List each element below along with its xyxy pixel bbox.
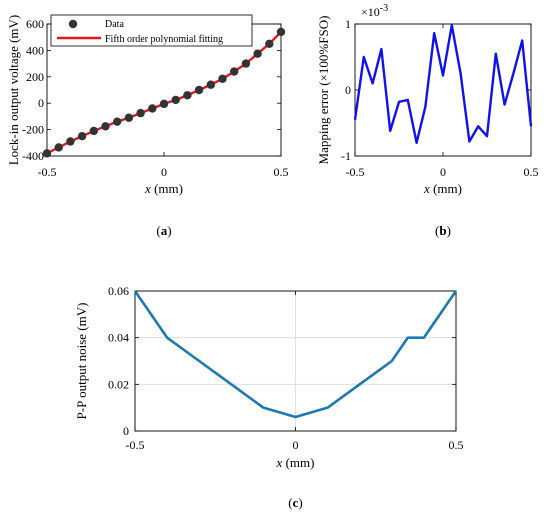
y-axis-label: Mapping error (×100%FSO) [316, 16, 331, 165]
y-tick-label: 0.04 [108, 331, 129, 345]
y-tick-label: -400 [22, 149, 44, 163]
chart-panel-c: -0.5 0 0.500.020.040.06x (mm)P-P output no… [74, 284, 464, 510]
caption-close: ) [167, 223, 171, 238]
y-tick-label: -1 [341, 149, 351, 163]
data-point [89, 126, 99, 136]
x-axis-unit: (mm) [282, 455, 314, 470]
data-point [124, 113, 134, 122]
x-tick-label: 0 [161, 165, 167, 179]
y-tick-label: 400 [26, 43, 44, 57]
data-point [276, 27, 286, 37]
x-axis-label: x (mm) [144, 181, 183, 196]
legend-label: Fifth order polynomial fitting [105, 34, 223, 45]
caption-open: ( [288, 495, 292, 510]
caption-close: ) [298, 495, 302, 510]
legend-label: Data [105, 19, 124, 30]
y-tick-label: 600 [26, 17, 44, 31]
panel-caption: (c) [288, 495, 302, 510]
data-point [230, 67, 239, 76]
data-point [253, 49, 262, 58]
y-tick-label: 0.02 [108, 377, 129, 391]
caption-letter: c [293, 495, 299, 510]
y-axis-label: P-P output noise (mV) [74, 303, 89, 420]
x-axis-label: x (mm) [276, 455, 315, 470]
x-tick-label: 0.5 [449, 438, 464, 452]
plot-area-frame [354, 23, 532, 157]
data-point [101, 122, 110, 131]
data-point [113, 117, 122, 126]
x-tick-label: -0.5 [38, 165, 57, 179]
data-point [148, 104, 157, 113]
y-tick-label: -200 [22, 123, 44, 137]
x-tick-label: -0.5 [346, 165, 365, 179]
caption-open: ( [435, 223, 439, 238]
y-tick-label: 200 [26, 70, 44, 84]
data-point [159, 99, 169, 109]
series-line [353, 24, 533, 145]
data-point [77, 132, 87, 141]
x-tick-label: 0 [293, 438, 299, 452]
multiplier-base: ×10 [361, 5, 380, 19]
caption-open: ( [156, 223, 160, 238]
data-point [42, 149, 52, 158]
chart-panel-a: -0.5 0 0.5 -400 -200 0 200 400 600 x (mm) Lock-in … [6, 14, 289, 238]
x-tick-label: 0.5 [274, 165, 289, 179]
data-point [194, 85, 204, 95]
x-tick-label: -0.5 [126, 438, 145, 452]
data-point [265, 39, 274, 48]
data-point [66, 137, 75, 146]
x-tick-label: 0 [440, 165, 446, 179]
x-axis-variable: x [276, 455, 283, 470]
y-axis-label: Lock-in output voltage (mV) [6, 15, 21, 166]
multiplier-exponent: -3 [380, 3, 388, 14]
data-point [183, 91, 192, 100]
x-axis-variable: x [423, 181, 430, 196]
data-point [241, 59, 251, 68]
legend-box [50, 14, 253, 47]
series-line [133, 290, 458, 419]
y-axis-multiplier: ×10-3 [361, 3, 388, 19]
x-axis-label: x (mm) [423, 181, 462, 196]
data-point [206, 80, 215, 89]
y-tick-label: 0 [123, 424, 129, 438]
caption-letter: b [439, 223, 446, 238]
y-tick-label: 1 [345, 17, 351, 31]
y-tick-label: 0 [38, 96, 44, 110]
x-axis-unit: (mm) [430, 181, 462, 196]
chart-panel-b: -0.5 0 0.5 -1 0 1 x (mm) Mapping error (×100%FS… [316, 3, 539, 238]
data-point [171, 95, 180, 105]
caption-close: ) [447, 223, 451, 238]
panel-caption: (b) [435, 223, 451, 238]
x-tick-label: 0.5 [524, 165, 539, 179]
y-tick-label: 0 [345, 83, 351, 97]
caption-letter: a [161, 223, 168, 238]
legend-marker-data [68, 19, 78, 29]
data-point [218, 74, 227, 83]
panel-caption: (a) [156, 223, 171, 238]
x-axis-variable: x [144, 181, 151, 196]
data-point [54, 143, 63, 152]
y-tick-label: 0.06 [108, 284, 129, 298]
data-point [136, 108, 145, 118]
x-axis-unit: (mm) [151, 181, 183, 196]
